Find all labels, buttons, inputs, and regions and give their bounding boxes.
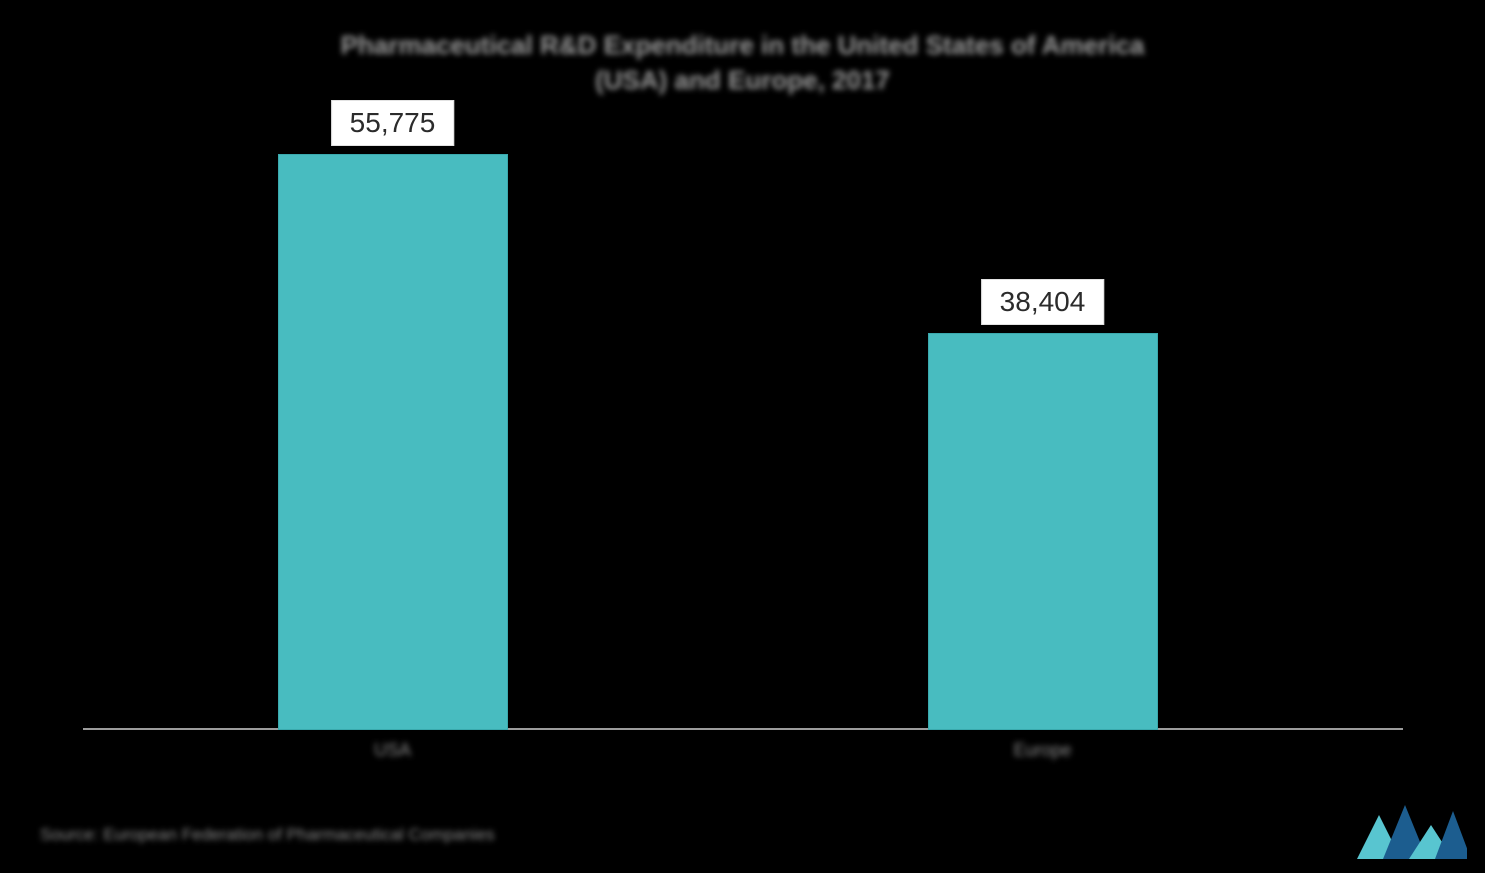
chart-title: Pharmaceutical R&D Expenditure in the Un…	[40, 28, 1445, 98]
logo-bars-icon	[1357, 805, 1467, 859]
chart-container: Pharmaceutical R&D Expenditure in the Un…	[0, 0, 1485, 873]
brand-logo	[1357, 803, 1467, 859]
chart-title-line1: Pharmaceutical R&D Expenditure in the Un…	[40, 28, 1445, 63]
chart-title-line2: (USA) and Europe, 2017	[40, 63, 1445, 98]
x-label-usa: USA	[374, 740, 411, 761]
bar-usa	[278, 154, 508, 730]
bar-europe	[928, 333, 1158, 730]
bar-fill-europe	[928, 333, 1158, 730]
plot-area: 55,775USA38,404Europe	[83, 110, 1403, 730]
bar-fill-usa	[278, 154, 508, 730]
value-label-europe: 38,404	[981, 279, 1105, 325]
source-attribution: Source: European Federation of Pharmaceu…	[40, 825, 495, 845]
x-label-europe: Europe	[1013, 740, 1071, 761]
value-label-usa: 55,775	[331, 100, 455, 146]
